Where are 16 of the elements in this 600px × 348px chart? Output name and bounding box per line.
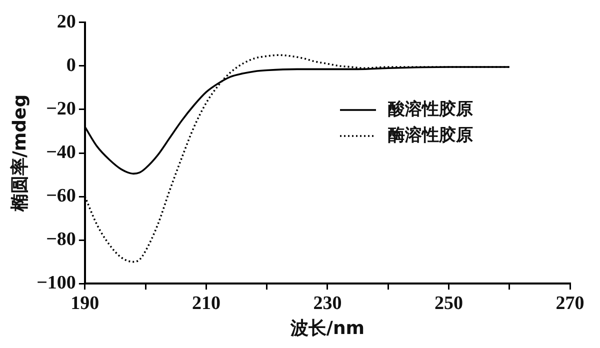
legend-label: 酶溶性胶原 xyxy=(388,125,473,146)
legend-label: 酸溶性胶原 xyxy=(388,99,473,120)
y-tick-label: −60 xyxy=(46,185,76,206)
x-tick-label: 210 xyxy=(192,292,220,314)
y-axis-title: 椭圆率/mdeg xyxy=(9,94,30,213)
x-axis-title: 波长/nm xyxy=(289,318,365,339)
y-tick-label: −20 xyxy=(46,98,76,120)
y-tick-label: 20 xyxy=(56,11,76,32)
x-tick-label: 250 xyxy=(434,292,463,314)
x-tick-label: 270 xyxy=(556,292,584,314)
y-tick-label: −100 xyxy=(36,272,76,294)
y-tick-label: −40 xyxy=(46,142,76,163)
y-tick-label: −80 xyxy=(46,228,76,250)
x-tick-label: 230 xyxy=(313,292,342,314)
x-tick-label: 190 xyxy=(70,292,100,314)
y-tick-label: 0 xyxy=(66,54,76,76)
